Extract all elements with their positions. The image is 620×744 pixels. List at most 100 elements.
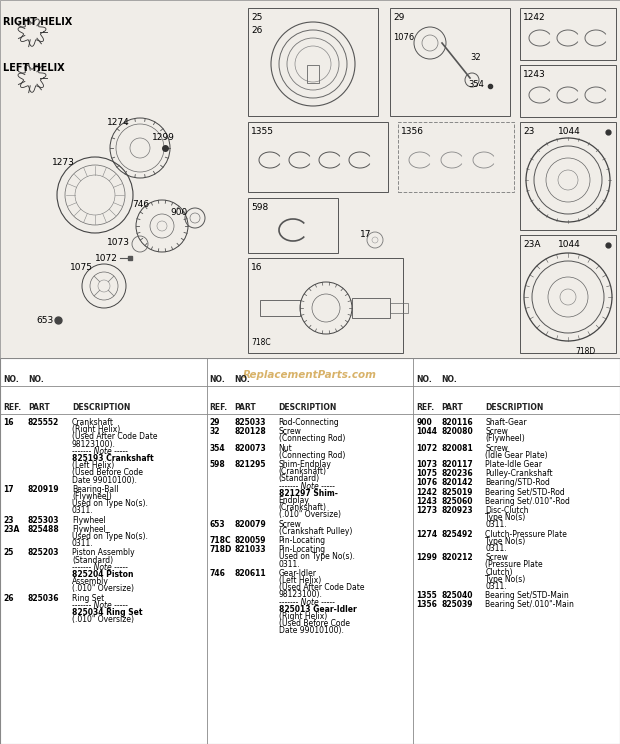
- Text: Rod-Connecting: Rod-Connecting: [278, 418, 339, 427]
- Text: 1356: 1356: [401, 127, 424, 136]
- Text: 1072: 1072: [417, 443, 438, 452]
- Text: PART: PART: [441, 403, 463, 412]
- Text: (Used Before Code: (Used Before Code: [278, 619, 350, 628]
- Text: (Flywheel): (Flywheel): [485, 434, 525, 443]
- Text: NO.: NO.: [417, 375, 432, 384]
- Text: 25: 25: [3, 548, 14, 557]
- Text: REF.: REF.: [417, 403, 435, 412]
- Text: NO.: NO.: [210, 375, 226, 384]
- Text: 23: 23: [523, 127, 534, 136]
- Text: (Connecting Rod): (Connecting Rod): [278, 434, 345, 443]
- Text: 1075: 1075: [417, 469, 437, 478]
- Text: 820142: 820142: [441, 478, 473, 487]
- Bar: [390, 303, 408, 313]
- Text: 825034 Ring Set: 825034 Ring Set: [72, 608, 143, 617]
- Text: (Pressure Plate: (Pressure Plate: [485, 560, 543, 569]
- Text: ------- Note -----: ------- Note -----: [72, 601, 128, 610]
- Bar: [248, 122, 388, 192]
- Text: Screw: Screw: [485, 443, 508, 452]
- Text: ------- Note -----: ------- Note -----: [278, 597, 335, 606]
- Text: Clutch): Clutch): [485, 568, 513, 577]
- Text: Shaft-Gear: Shaft-Gear: [485, 418, 527, 427]
- Text: 820236: 820236: [441, 469, 473, 478]
- Text: 718D: 718D: [575, 347, 595, 356]
- Text: Piston Assembly: Piston Assembly: [72, 548, 135, 557]
- Text: 17: 17: [360, 230, 371, 239]
- Text: 653: 653: [210, 519, 225, 528]
- Text: 820079: 820079: [234, 519, 267, 528]
- Text: Screw: Screw: [485, 427, 508, 436]
- Text: 1044: 1044: [558, 240, 581, 249]
- Text: Used on Type No(s).: Used on Type No(s).: [72, 532, 148, 541]
- Text: DESCRIPTION: DESCRIPTION: [278, 403, 337, 412]
- Text: 23A: 23A: [3, 525, 19, 533]
- Text: 1355: 1355: [251, 127, 274, 136]
- Text: 1073: 1073: [107, 238, 130, 247]
- Text: Assembly: Assembly: [72, 577, 109, 586]
- Text: 820080: 820080: [441, 427, 473, 436]
- Text: (.010" Oversize): (.010" Oversize): [278, 510, 340, 519]
- Text: (.010" Oversize): (.010" Oversize): [72, 584, 134, 594]
- Text: (Standard): (Standard): [72, 556, 113, 565]
- Text: Gear-Idler: Gear-Idler: [278, 569, 317, 578]
- Text: (Used After Code Date: (Used After Code Date: [278, 583, 364, 592]
- Text: 746: 746: [210, 569, 226, 578]
- Text: 820212: 820212: [441, 554, 473, 562]
- Text: 825060: 825060: [441, 497, 473, 506]
- Text: ------- Note -----: ------- Note -----: [278, 481, 335, 490]
- Bar: [398, 122, 514, 192]
- Text: 354: 354: [210, 443, 225, 452]
- Bar: [520, 8, 616, 60]
- Text: 1243: 1243: [523, 70, 546, 79]
- Text: (Flywheel): (Flywheel): [72, 492, 112, 501]
- Text: Type No(s): Type No(s): [485, 575, 526, 584]
- Text: REF.: REF.: [210, 403, 228, 412]
- Text: 820611: 820611: [234, 569, 267, 578]
- Text: Disc-Clutch: Disc-Clutch: [485, 506, 529, 515]
- Text: 98123100).: 98123100).: [278, 591, 322, 600]
- Bar: [248, 258, 403, 353]
- Text: (Idle Gear Plate): (Idle Gear Plate): [485, 451, 548, 460]
- Text: ------- Note -----: ------- Note -----: [72, 447, 128, 456]
- Text: 1274: 1274: [107, 118, 130, 127]
- Text: 23: 23: [3, 516, 14, 525]
- Text: (Used Before Code: (Used Before Code: [72, 469, 143, 478]
- Text: 25: 25: [251, 13, 262, 22]
- Text: LEFT HELIX: LEFT HELIX: [3, 63, 64, 73]
- Text: 825203: 825203: [28, 548, 60, 557]
- Text: 1273: 1273: [52, 158, 75, 167]
- Text: Flywheel: Flywheel: [72, 516, 106, 525]
- Text: Type No(s): Type No(s): [485, 513, 526, 522]
- Text: 825303: 825303: [28, 516, 60, 525]
- Text: 1073: 1073: [417, 460, 438, 469]
- Text: (.010" Oversize): (.010" Oversize): [72, 615, 134, 624]
- Text: 825492: 825492: [441, 530, 473, 539]
- Text: 821295: 821295: [234, 460, 266, 469]
- Text: 598: 598: [251, 203, 268, 212]
- Text: 1243: 1243: [417, 497, 437, 506]
- Text: Flywheel: Flywheel: [72, 525, 106, 533]
- Text: Screw: Screw: [278, 519, 301, 528]
- Text: 746: 746: [132, 200, 149, 209]
- Text: (Left Helix): (Left Helix): [72, 461, 114, 470]
- Text: Endplay: Endplay: [278, 496, 309, 505]
- Text: NO.: NO.: [28, 375, 44, 384]
- Text: Screw: Screw: [485, 554, 508, 562]
- Text: 32: 32: [470, 53, 480, 62]
- Text: 16: 16: [3, 418, 14, 427]
- Text: Bearing Set/.010"-Main: Bearing Set/.010"-Main: [485, 600, 574, 609]
- Text: 821033: 821033: [234, 545, 267, 554]
- Text: 821297 Shim-: 821297 Shim-: [278, 489, 337, 498]
- Text: 29: 29: [210, 418, 220, 427]
- Text: 718D: 718D: [210, 545, 232, 554]
- Text: 820081: 820081: [441, 443, 473, 452]
- Text: Clutch-Pressure Plate: Clutch-Pressure Plate: [485, 530, 567, 539]
- Text: 820128: 820128: [234, 427, 267, 436]
- Text: REF.: REF.: [3, 403, 21, 412]
- Text: 29: 29: [393, 13, 404, 22]
- Text: (Crankshaft): (Crankshaft): [278, 503, 327, 512]
- Text: 1274: 1274: [417, 530, 438, 539]
- Text: 0311.: 0311.: [485, 544, 507, 553]
- Text: NO.: NO.: [3, 375, 19, 384]
- Text: PART: PART: [234, 403, 257, 412]
